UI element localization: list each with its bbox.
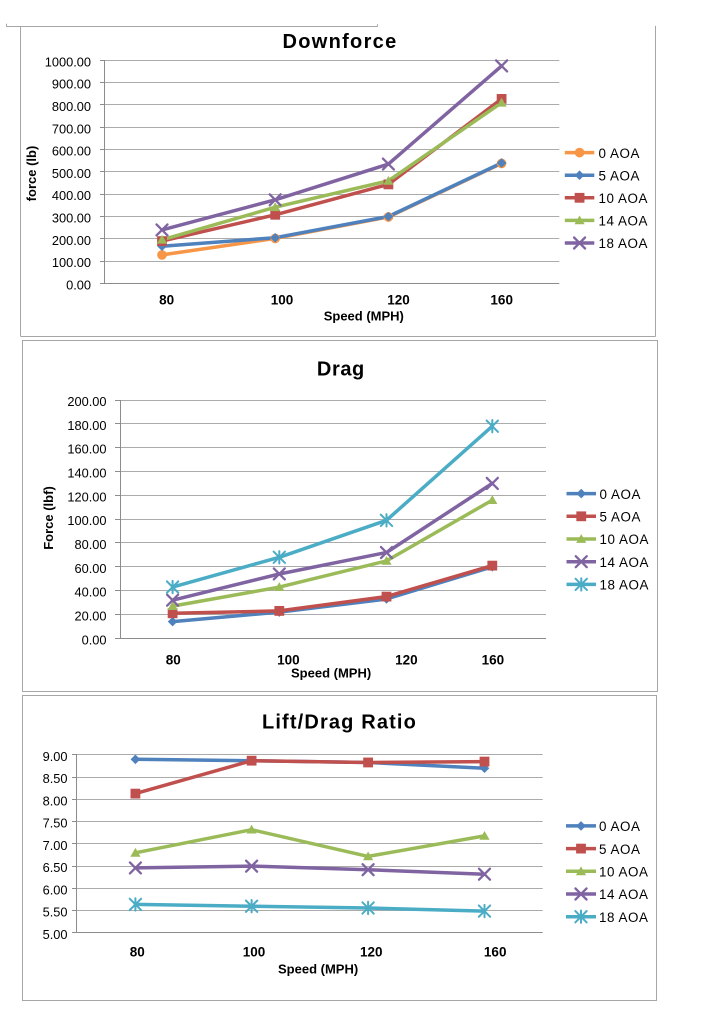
svg-text:0.00: 0.00 xyxy=(82,632,107,647)
svg-text:200.00: 200.00 xyxy=(67,394,106,409)
svg-text:40.00: 40.00 xyxy=(74,585,106,600)
svg-text:8.50: 8.50 xyxy=(43,771,68,786)
svg-text:600.00: 600.00 xyxy=(52,144,91,159)
svg-text:0 AOA: 0 AOA xyxy=(599,146,640,161)
svg-text:8.00: 8.00 xyxy=(43,793,68,808)
svg-text:10 AOA: 10 AOA xyxy=(599,191,648,206)
svg-text:800.00: 800.00 xyxy=(52,99,91,114)
svg-text:10 AOA: 10 AOA xyxy=(599,865,648,880)
svg-text:18 AOA: 18 AOA xyxy=(599,910,648,925)
svg-text:180.00: 180.00 xyxy=(67,418,106,433)
svg-text:Downforce: Downforce xyxy=(282,31,397,53)
svg-text:Lift/Drag Ratio: Lift/Drag Ratio xyxy=(262,712,417,734)
svg-text:80.00: 80.00 xyxy=(74,537,106,552)
svg-text:14 AOA: 14 AOA xyxy=(599,214,648,229)
svg-text:300.00: 300.00 xyxy=(52,211,91,226)
svg-text:5.00: 5.00 xyxy=(43,927,68,942)
svg-text:120: 120 xyxy=(387,292,410,307)
svg-text:18 AOA: 18 AOA xyxy=(599,236,648,251)
svg-text:160: 160 xyxy=(490,292,513,307)
svg-text:0 AOA: 0 AOA xyxy=(599,819,640,834)
svg-text:60.00: 60.00 xyxy=(74,561,106,576)
svg-text:0.00: 0.00 xyxy=(66,278,91,293)
svg-text:Speed (MPH): Speed (MPH) xyxy=(291,666,371,681)
svg-text:120: 120 xyxy=(395,652,418,667)
svg-text:5.50: 5.50 xyxy=(43,905,68,920)
svg-text:200.00: 200.00 xyxy=(52,233,91,248)
svg-text:5 AOA: 5 AOA xyxy=(600,510,641,525)
svg-text:100: 100 xyxy=(243,945,266,960)
svg-text:force (lb): force (lb) xyxy=(24,146,39,202)
svg-text:5 AOA: 5 AOA xyxy=(599,168,640,183)
svg-text:80: 80 xyxy=(130,945,145,960)
svg-text:20.00: 20.00 xyxy=(74,608,106,623)
svg-text:160: 160 xyxy=(484,945,507,960)
svg-text:80: 80 xyxy=(159,292,174,307)
svg-text:7.50: 7.50 xyxy=(43,816,68,831)
svg-text:5 AOA: 5 AOA xyxy=(599,842,640,857)
svg-text:120.00: 120.00 xyxy=(67,489,106,504)
svg-text:700.00: 700.00 xyxy=(52,121,91,136)
svg-text:14 AOA: 14 AOA xyxy=(599,887,648,902)
svg-text:1000.00: 1000.00 xyxy=(45,54,91,69)
svg-text:9.00: 9.00 xyxy=(43,749,68,764)
svg-text:6.50: 6.50 xyxy=(43,860,68,875)
svg-text:400.00: 400.00 xyxy=(52,188,91,203)
svg-text:100.00: 100.00 xyxy=(67,513,106,528)
svg-text:0 AOA: 0 AOA xyxy=(600,487,641,502)
svg-text:160.00: 160.00 xyxy=(67,442,106,457)
svg-text:18 AOA: 18 AOA xyxy=(600,578,649,593)
svg-text:140.00: 140.00 xyxy=(67,465,106,480)
svg-text:100: 100 xyxy=(277,652,300,667)
svg-text:100.00: 100.00 xyxy=(52,255,91,270)
svg-text:500.00: 500.00 xyxy=(52,166,91,181)
svg-text:Drag: Drag xyxy=(317,359,365,381)
svg-text:14 AOA: 14 AOA xyxy=(600,555,649,570)
svg-text:120: 120 xyxy=(360,945,383,960)
svg-text:160: 160 xyxy=(482,652,505,667)
svg-text:7.00: 7.00 xyxy=(43,838,68,853)
svg-text:Force (lbf): Force (lbf) xyxy=(41,486,56,550)
svg-text:10 AOA: 10 AOA xyxy=(600,532,649,547)
svg-text:6.00: 6.00 xyxy=(43,882,68,897)
svg-text:Speed (MPH): Speed (MPH) xyxy=(278,962,358,977)
svg-text:100: 100 xyxy=(271,292,294,307)
svg-text:900.00: 900.00 xyxy=(52,77,91,92)
svg-text:Speed (MPH): Speed (MPH) xyxy=(324,309,404,324)
svg-text:80: 80 xyxy=(166,652,181,667)
